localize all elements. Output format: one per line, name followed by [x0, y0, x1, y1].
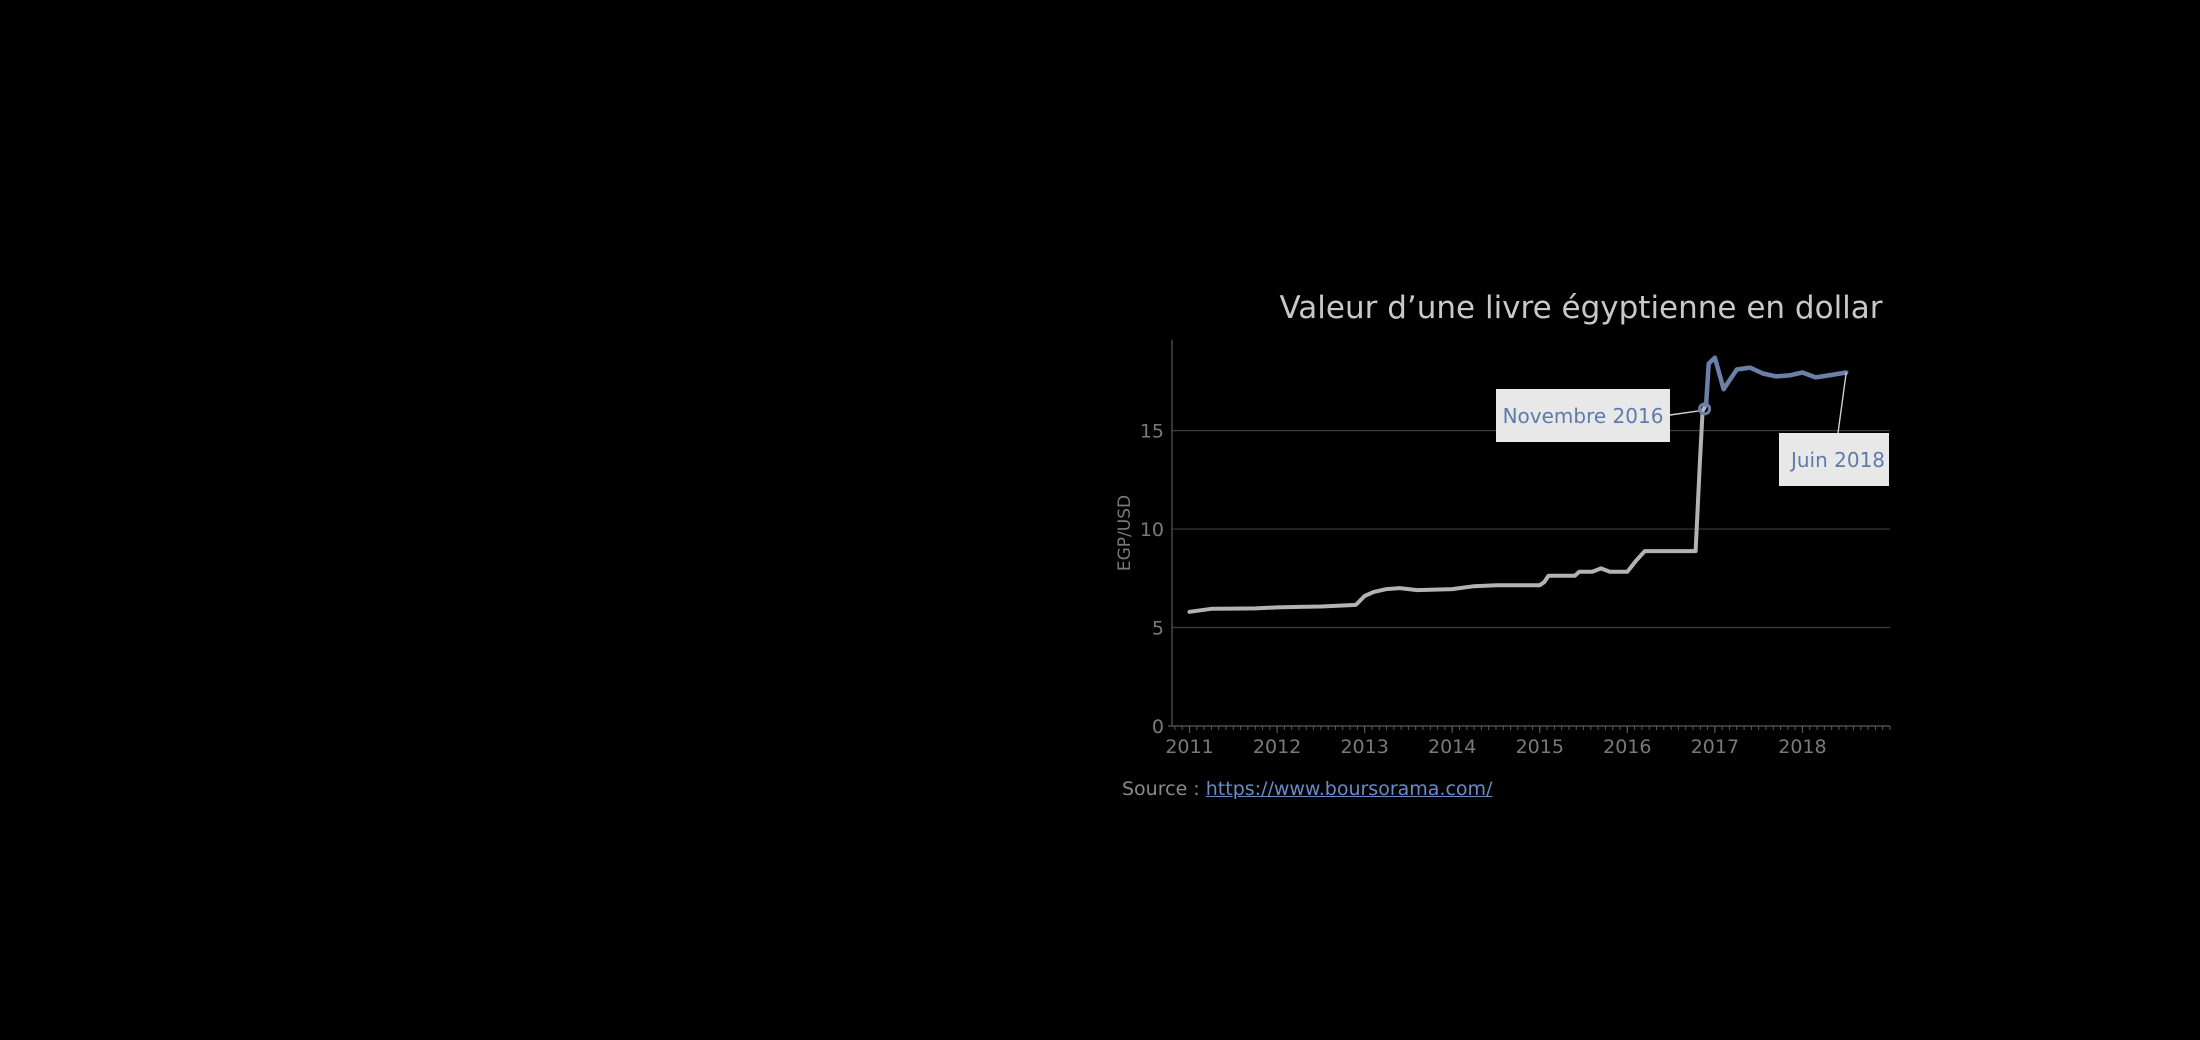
source-line: Source : https://www.boursorama.com/ [1122, 778, 1492, 800]
annotation-box-nov-2016 [1496, 389, 1670, 442]
x-tick-label: 2015 [1516, 736, 1564, 758]
x-tick-label: 2012 [1253, 736, 1301, 758]
x-tick-label: 2018 [1778, 736, 1826, 758]
source-prefix: Source : [1122, 778, 1200, 800]
y-tick-label: 5 [1152, 618, 1164, 640]
annotation-marker-nov-2016 [1698, 402, 1712, 416]
y-tick-label: 15 [1140, 421, 1164, 443]
annotation-label-nov-2016: Novembre 2016 [1503, 404, 1664, 428]
series-line-after [1703, 355, 1849, 408]
y-axis-label: EGP/USD [1115, 495, 1135, 571]
y-tick-label: 0 [1152, 716, 1164, 738]
source-link[interactable]: https://www.boursorama.com/ [1205, 778, 1493, 800]
annotation-label-jun-2018: Juin 2018 [1789, 448, 1885, 472]
x-tick-label: 2016 [1603, 736, 1651, 758]
x-tick-label: 2013 [1340, 736, 1388, 758]
chart-title: Valeur d’une livre égyptienne en dollar [1279, 290, 1882, 326]
x-tick-label: 2017 [1691, 736, 1739, 758]
y-tick-label: 10 [1140, 519, 1164, 541]
annotation-leader-nov-2016 [1669, 410, 1699, 416]
annotation-leader-jun-2018 [1837, 372, 1847, 434]
x-tick-label: 2014 [1428, 736, 1476, 758]
annotation-box-jun-2018 [1779, 433, 1889, 486]
x-tick-label: 2011 [1165, 736, 1213, 758]
